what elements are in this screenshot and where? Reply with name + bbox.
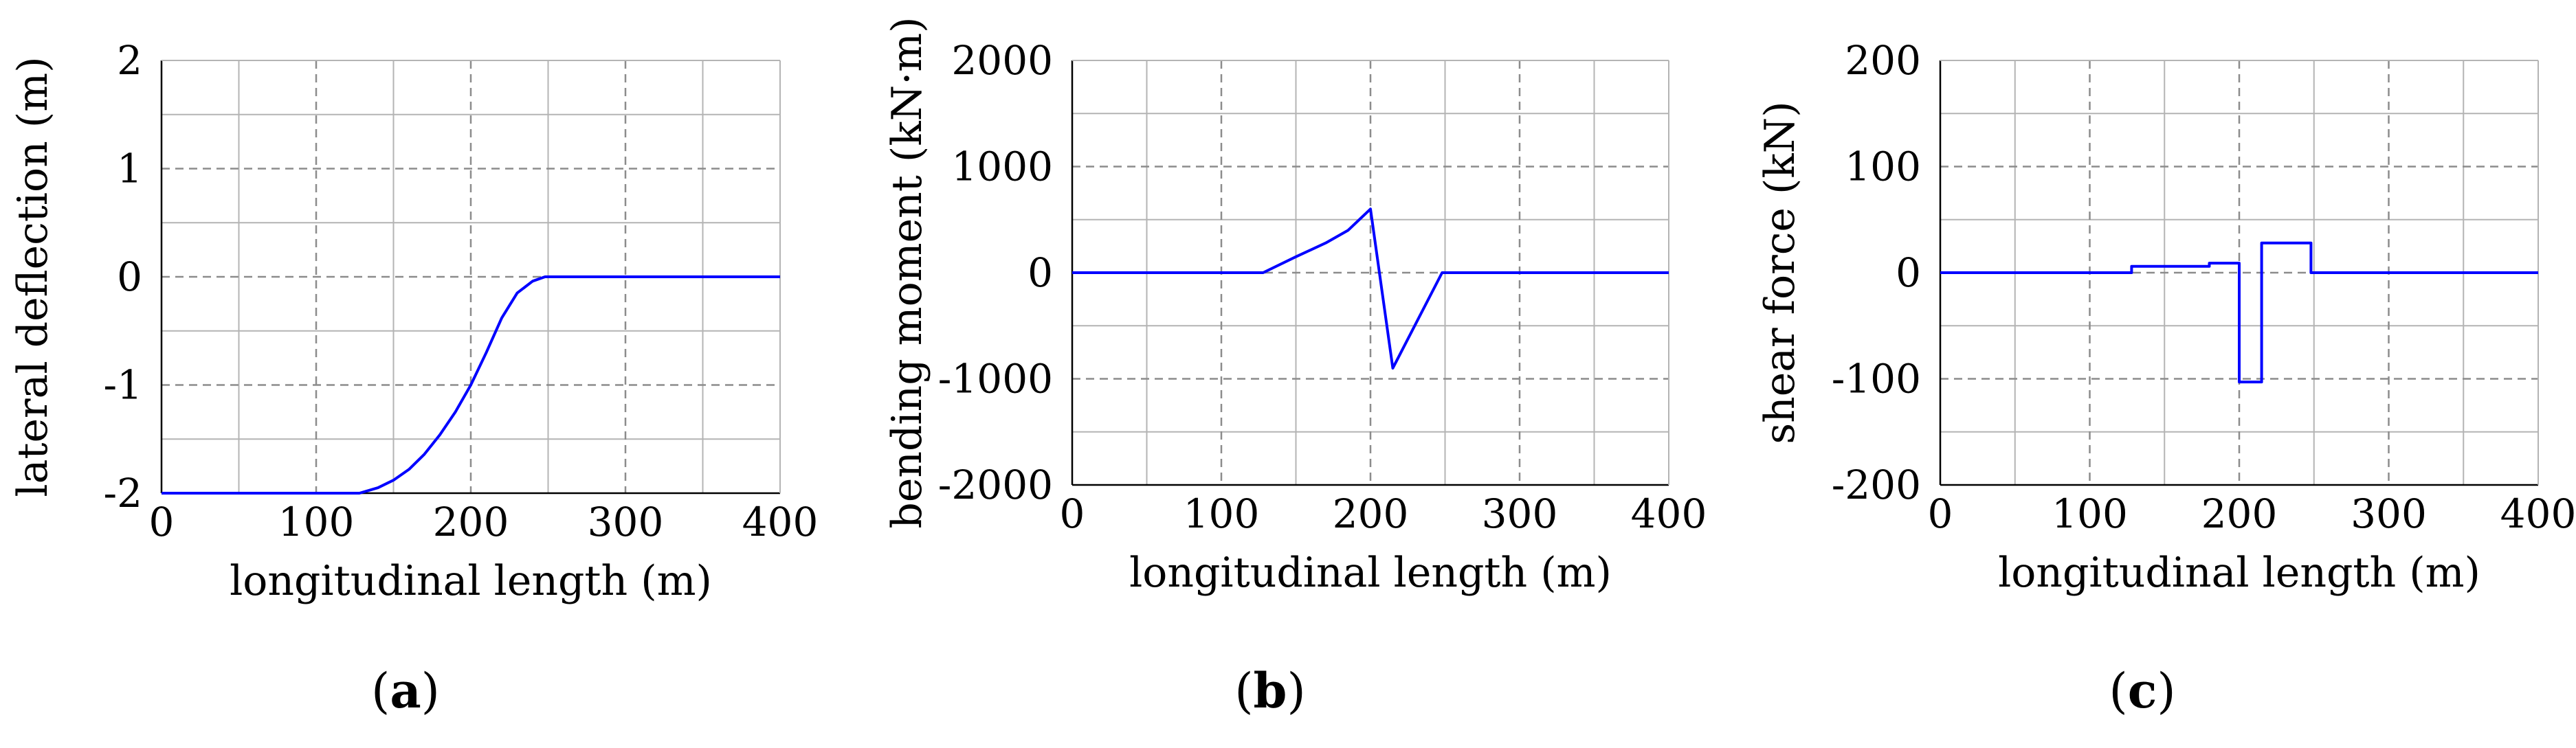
y-tick-label: -1000: [938, 356, 1053, 403]
y-tick-label: -1: [104, 362, 143, 409]
panel-label-letter: a: [390, 662, 421, 719]
x-tick-label: 0: [1060, 490, 1085, 537]
y-tick-label: -2000: [938, 462, 1053, 508]
y-tick-label: 1: [117, 146, 142, 192]
x-tick-label: 100: [278, 499, 355, 545]
panel-label-letter: c: [2128, 662, 2157, 719]
y-tick-label: 200: [1845, 37, 1921, 84]
y-tick-label: 0: [117, 253, 142, 300]
y-tick-label: 2000: [951, 37, 1053, 84]
series-line-0: [1940, 241, 2538, 384]
x-tick-label: 400: [2500, 490, 2576, 537]
x-tick-label: 0: [149, 499, 175, 545]
x-tick-label: 100: [1184, 490, 1260, 537]
x-tick-label: 300: [1482, 490, 1558, 537]
x-axis-label: longitudinal length (m): [230, 557, 712, 605]
y-tick-label: 0: [1896, 249, 1921, 296]
y-tick-label: 1000: [951, 144, 1053, 190]
y-tick-label: -2: [104, 470, 143, 517]
y-tick-label: -200: [1832, 462, 1921, 508]
series-line-0: [162, 275, 780, 495]
x-tick-label: 300: [2351, 490, 2427, 537]
x-tick-label: 400: [742, 499, 819, 545]
panel-label-close: ): [1287, 663, 1305, 719]
chart-panel-a: 0 100 200 300 400 -2 -1 0 1 2 longitudinal length …: [9, 37, 818, 719]
x-axis-label: longitudinal length (m): [1129, 549, 1612, 597]
panel-label-open: (: [1234, 663, 1253, 719]
y-axis-label: lateral deflection (m): [9, 56, 57, 497]
series-line-0: [1072, 207, 1669, 370]
x-tick-label: 400: [1631, 490, 1707, 537]
panel-label: (b): [1234, 662, 1306, 719]
y-tick-label: 2: [117, 37, 142, 84]
panel-label-letter: b: [1254, 662, 1287, 719]
y-tick-label: 100: [1845, 144, 1921, 190]
x-tick-label: 0: [1928, 490, 1953, 537]
x-axis-label: longitudinal length (m): [1998, 549, 2480, 597]
x-tick-label: 200: [1333, 490, 1409, 537]
panel-label-open: (: [2109, 663, 2127, 719]
x-tick-label: 300: [588, 499, 664, 545]
chart-panel-c: 0 100 200 300 400 -200 -100 0 100 200 longitudinal…: [1756, 37, 2576, 719]
y-axis-label: shear force (kN): [1756, 101, 1804, 444]
x-tick-label: 200: [433, 499, 509, 545]
panel-label: (a): [371, 662, 440, 719]
panel-label-close: ): [2157, 663, 2175, 719]
y-tick-label: 0: [1028, 249, 1053, 296]
panel-label: (c): [2109, 662, 2175, 719]
x-tick-label: 200: [2201, 490, 2278, 537]
panel-label-open: (: [371, 663, 390, 719]
chart-panel-b: 0 100 200 300 400 -2000 -1000 0 1000 2000 longitud…: [883, 16, 1707, 719]
panel-label-close: ): [421, 663, 440, 719]
y-axis-label: bending moment (kN·m): [883, 16, 931, 528]
y-tick-label: -100: [1832, 356, 1921, 403]
x-tick-label: 100: [2052, 490, 2128, 537]
